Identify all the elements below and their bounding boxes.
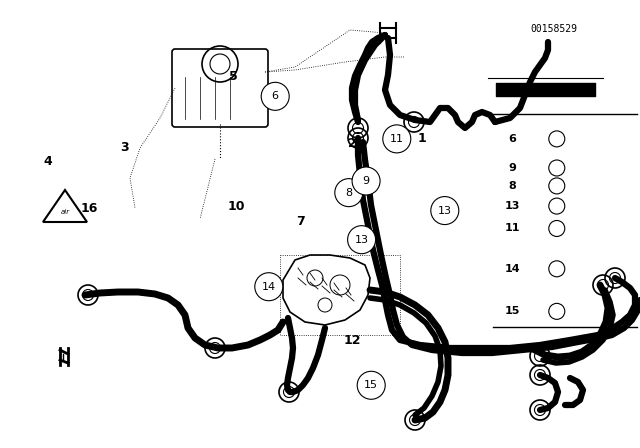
Circle shape — [335, 179, 363, 207]
Text: 9: 9 — [508, 163, 516, 173]
Text: 15: 15 — [504, 306, 520, 316]
Text: 13: 13 — [504, 201, 520, 211]
Text: 10: 10 — [228, 199, 246, 213]
Circle shape — [352, 167, 380, 195]
Text: 8: 8 — [345, 188, 353, 198]
Circle shape — [431, 197, 459, 224]
Text: air: air — [60, 209, 70, 215]
Text: 14: 14 — [262, 282, 276, 292]
Text: 11: 11 — [390, 134, 404, 144]
Text: 16: 16 — [81, 202, 99, 215]
Text: 12: 12 — [343, 334, 361, 347]
Text: 3: 3 — [120, 141, 129, 155]
Text: 7: 7 — [296, 215, 305, 228]
Text: 1: 1 — [418, 132, 427, 146]
Text: 9: 9 — [362, 176, 370, 186]
Text: 15: 15 — [364, 380, 378, 390]
Text: 14: 14 — [504, 264, 520, 274]
Text: 8: 8 — [508, 181, 516, 191]
Text: 5: 5 — [229, 69, 238, 83]
Circle shape — [383, 125, 411, 153]
Circle shape — [261, 82, 289, 110]
Text: 00158529: 00158529 — [530, 24, 577, 34]
Text: 2: 2 — [348, 137, 356, 150]
Text: 11: 11 — [504, 224, 520, 233]
Text: 4: 4 — [44, 155, 52, 168]
Circle shape — [255, 273, 283, 301]
Text: 6: 6 — [508, 134, 516, 144]
Circle shape — [357, 371, 385, 399]
Text: 13: 13 — [355, 235, 369, 245]
Text: 6: 6 — [272, 91, 278, 101]
Circle shape — [348, 226, 376, 254]
Text: 13: 13 — [438, 206, 452, 215]
